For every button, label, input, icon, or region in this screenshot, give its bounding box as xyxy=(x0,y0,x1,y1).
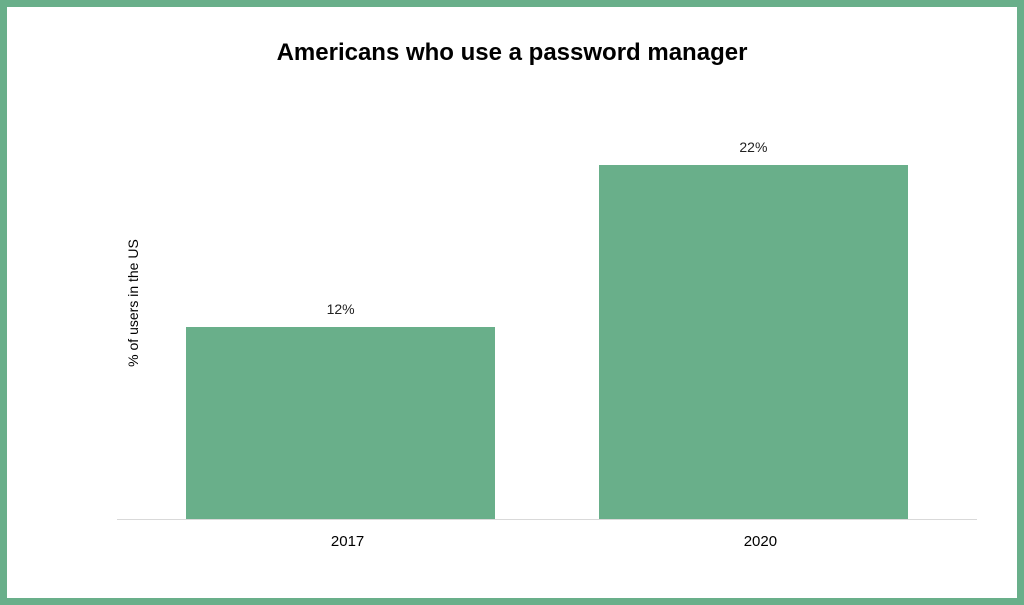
bar-value-label: 12% xyxy=(186,301,496,317)
x-tick-label: 2020 xyxy=(744,533,777,550)
plot-area: 12% 22% xyxy=(117,117,977,520)
bar: 12% xyxy=(186,327,496,520)
bar: 22% xyxy=(599,165,909,520)
chart-title: Americans who use a password manager xyxy=(7,39,1017,67)
x-tick-label: 2017 xyxy=(331,533,364,550)
bar-container: 12% 22% xyxy=(117,117,977,520)
chart-frame: Americans who use a password manager % o… xyxy=(0,0,1024,605)
x-axis-baseline xyxy=(117,519,977,520)
bar-value-label: 22% xyxy=(599,139,909,155)
